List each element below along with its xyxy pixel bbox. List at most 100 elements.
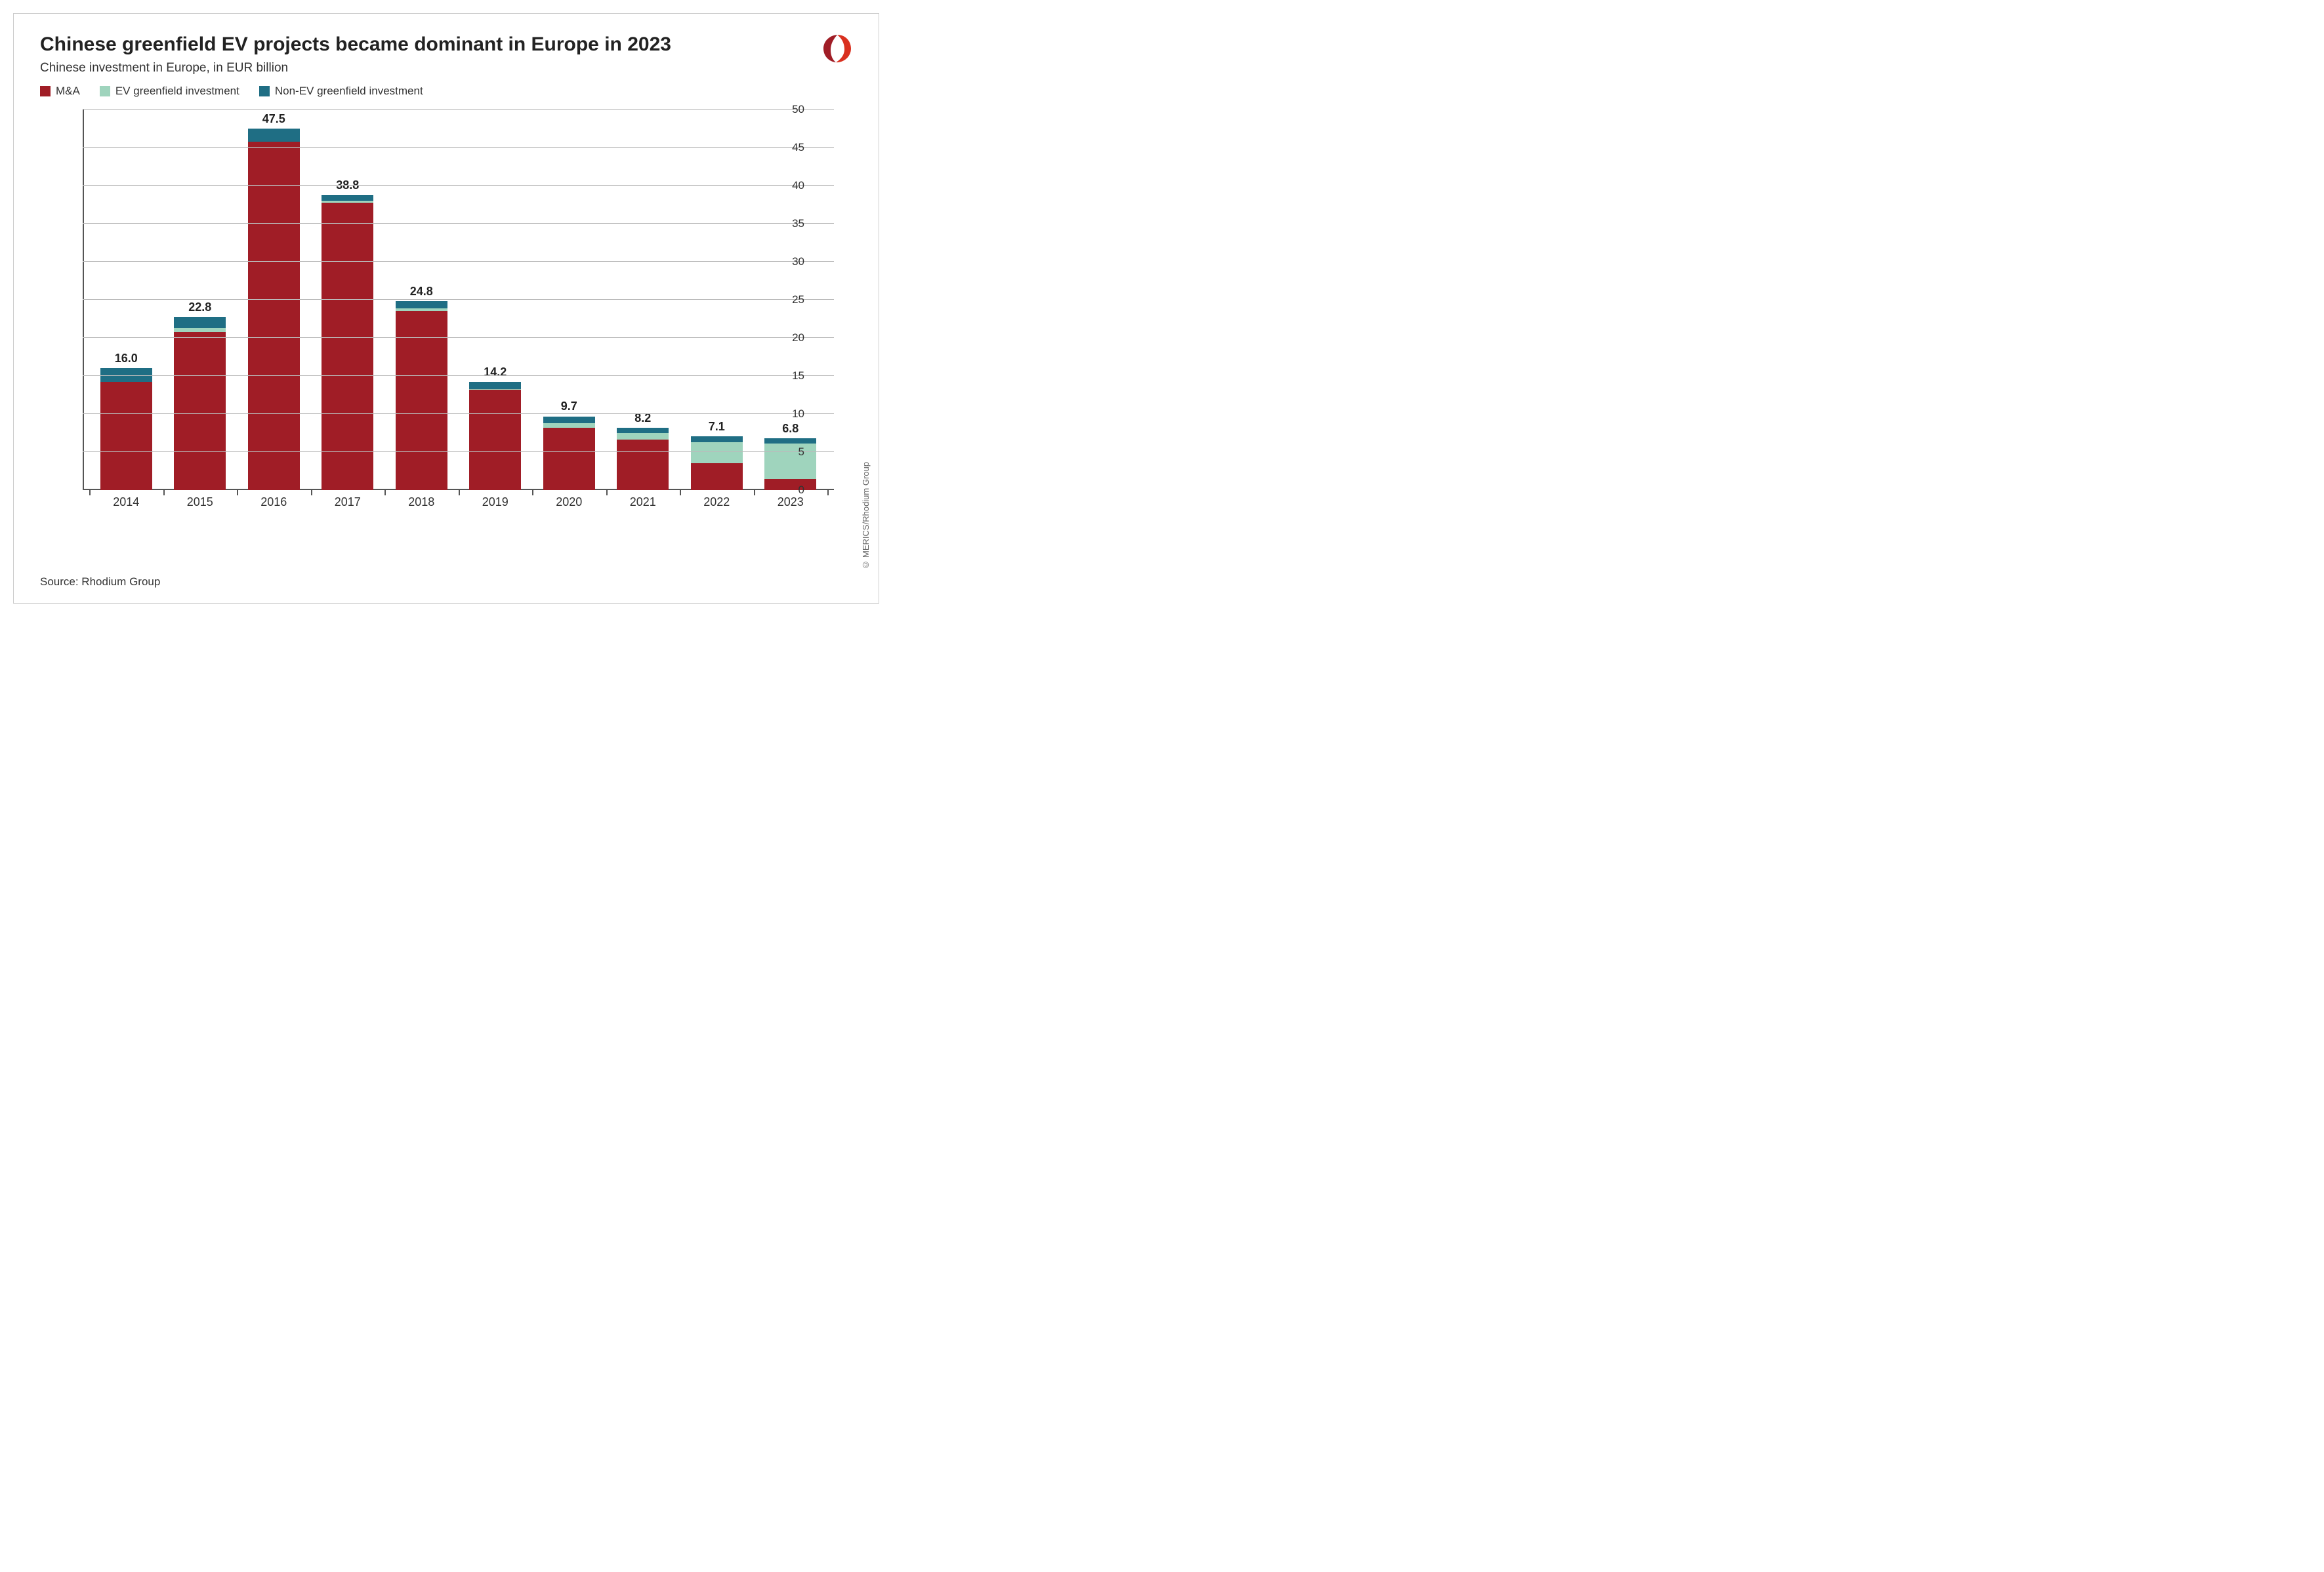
bar-group: 47.5 bbox=[241, 129, 307, 490]
bar-total-label: 9.7 bbox=[561, 400, 577, 413]
legend-label: EV greenfield investment bbox=[115, 85, 239, 98]
bar-segment-ma bbox=[396, 311, 447, 490]
bar-segment-ma bbox=[543, 428, 595, 490]
x-axis-label: 2022 bbox=[684, 490, 750, 516]
grid-line bbox=[83, 337, 834, 338]
y-tick-label: 50 bbox=[778, 103, 804, 116]
bar-stack: 14.2 bbox=[469, 382, 521, 490]
legend-swatch-icon bbox=[259, 86, 270, 96]
y-tick-label: 10 bbox=[778, 407, 804, 421]
legend-item-ev_greenfield: EV greenfield investment bbox=[100, 85, 239, 98]
bar-segment-non_ev_greenfield bbox=[322, 195, 373, 201]
bar-group: 16.0 bbox=[93, 368, 159, 490]
x-tick-mark bbox=[311, 490, 312, 495]
x-tick-mark bbox=[827, 490, 829, 495]
x-tick-mark bbox=[606, 490, 608, 495]
legend: M&A EV greenfield investment Non-EV greenf… bbox=[40, 85, 839, 98]
y-tick-label: 40 bbox=[778, 179, 804, 192]
bar-total-label: 47.5 bbox=[262, 112, 285, 126]
bar-stack: 22.8 bbox=[174, 317, 226, 490]
source-text: Source: Rhodium Group bbox=[40, 575, 160, 589]
chart-title: Chinese greenfield EV projects became do… bbox=[40, 33, 839, 56]
chart-container: Chinese greenfield EV projects became do… bbox=[13, 13, 879, 604]
bar-segment-non_ev_greenfield bbox=[691, 436, 743, 442]
legend-label: M&A bbox=[56, 85, 80, 98]
y-tick-label: 15 bbox=[778, 369, 804, 383]
bar-segment-ma bbox=[248, 142, 300, 490]
bar-group: 9.7 bbox=[536, 416, 602, 490]
y-tick-label: 5 bbox=[778, 445, 804, 459]
bar-segment-non_ev_greenfield bbox=[469, 382, 521, 388]
x-tick-mark bbox=[754, 490, 755, 495]
bar-total-label: 14.2 bbox=[484, 365, 507, 379]
y-tick-label: 45 bbox=[778, 141, 804, 154]
x-tick-mark bbox=[163, 490, 165, 495]
bar-total-label: 7.1 bbox=[709, 420, 725, 434]
bars-region: 16.0 22.8 47.5 38.8 24.8 14.2 9.7 8.2 7.1 6.8 bbox=[83, 110, 834, 490]
bar-stack: 47.5 bbox=[248, 129, 300, 490]
bar-segment-ma bbox=[617, 440, 669, 490]
x-axis-label: 2016 bbox=[241, 490, 307, 516]
x-axis-label: 2018 bbox=[388, 490, 455, 516]
legend-swatch-icon bbox=[100, 86, 110, 96]
bar-segment-ma bbox=[100, 382, 152, 490]
bar-total-label: 6.8 bbox=[782, 422, 799, 436]
legend-item-ma: M&A bbox=[40, 85, 80, 98]
x-axis-label: 2015 bbox=[167, 490, 233, 516]
bar-group: 38.8 bbox=[314, 195, 381, 490]
bar-segment-ma bbox=[174, 332, 226, 490]
x-axis-label: 2014 bbox=[93, 490, 159, 516]
bar-total-label: 16.0 bbox=[115, 352, 138, 365]
bar-stack: 7.1 bbox=[691, 436, 743, 490]
grid-line bbox=[83, 109, 834, 110]
bar-total-label: 24.8 bbox=[410, 285, 433, 299]
x-axis-label: 2019 bbox=[462, 490, 528, 516]
grid-line bbox=[83, 451, 834, 452]
bar-stack: 9.7 bbox=[543, 416, 595, 490]
bar-group: 8.2 bbox=[610, 428, 676, 490]
bar-segment-ev_greenfield bbox=[543, 423, 595, 428]
grid-line bbox=[83, 413, 834, 414]
bar-stack: 8.2 bbox=[617, 428, 669, 490]
bar-segment-ev_greenfield bbox=[691, 442, 743, 463]
bar-stack: 16.0 bbox=[100, 368, 152, 490]
x-tick-mark bbox=[384, 490, 386, 495]
x-axis-label: 2021 bbox=[610, 490, 676, 516]
y-tick-label: 0 bbox=[778, 484, 804, 497]
y-tick-label: 20 bbox=[778, 331, 804, 344]
bar-group: 24.8 bbox=[388, 301, 455, 490]
grid-line bbox=[83, 185, 834, 186]
bar-segment-non_ev_greenfield bbox=[543, 417, 595, 423]
bar-segment-ma bbox=[691, 463, 743, 490]
bar-segment-non_ev_greenfield bbox=[248, 129, 300, 142]
bar-group: 22.8 bbox=[167, 317, 233, 490]
copyright-text: © MERICS/Rhodium Group bbox=[861, 462, 871, 570]
y-tick-label: 35 bbox=[778, 217, 804, 230]
x-axis-label: 2017 bbox=[314, 490, 381, 516]
x-axis-label: 2020 bbox=[536, 490, 602, 516]
brand-logo-icon bbox=[821, 32, 854, 65]
x-tick-mark bbox=[532, 490, 533, 495]
grid-line bbox=[83, 147, 834, 148]
bar-stack: 24.8 bbox=[396, 301, 447, 490]
chart-subtitle: Chinese investment in Europe, in EUR bil… bbox=[40, 61, 839, 75]
bar-stack: 38.8 bbox=[322, 195, 373, 490]
y-tick-label: 25 bbox=[778, 293, 804, 306]
grid-line bbox=[83, 299, 834, 300]
x-tick-mark bbox=[237, 490, 238, 495]
x-tick-mark bbox=[459, 490, 460, 495]
y-tick-label: 30 bbox=[778, 255, 804, 268]
bar-group: 7.1 bbox=[684, 436, 750, 490]
bar-segment-ma bbox=[469, 390, 521, 490]
grid-line bbox=[83, 375, 834, 376]
bar-segment-non_ev_greenfield bbox=[174, 317, 226, 328]
grid-line bbox=[83, 261, 834, 262]
bar-group: 14.2 bbox=[462, 382, 528, 490]
legend-item-non_ev_greenfield: Non-EV greenfield investment bbox=[259, 85, 423, 98]
legend-swatch-icon bbox=[40, 86, 51, 96]
x-tick-mark bbox=[89, 490, 91, 495]
bar-segment-non_ev_greenfield bbox=[617, 428, 669, 433]
bar-segment-ev_greenfield bbox=[617, 433, 669, 440]
grid-line bbox=[83, 223, 834, 224]
bar-segment-non_ev_greenfield bbox=[764, 438, 816, 444]
